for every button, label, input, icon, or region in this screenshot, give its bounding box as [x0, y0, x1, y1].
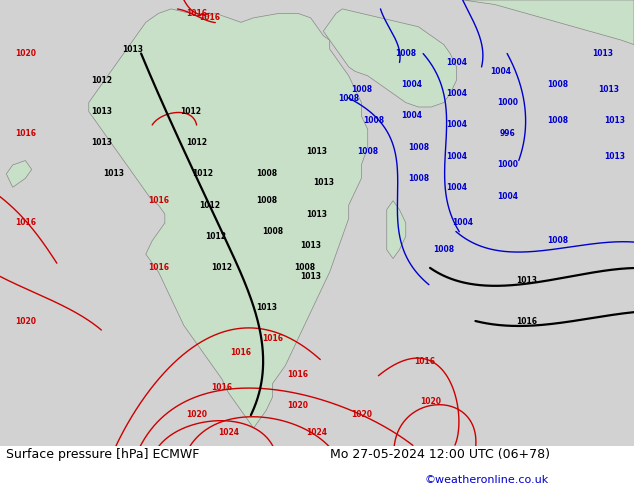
Text: 1016: 1016 — [262, 334, 283, 343]
Polygon shape — [463, 0, 634, 45]
Text: 1012: 1012 — [198, 200, 220, 210]
Text: 1020: 1020 — [15, 49, 36, 58]
Text: 1008: 1008 — [338, 94, 359, 102]
Text: 1013: 1013 — [300, 241, 321, 250]
Text: 996: 996 — [500, 129, 515, 138]
Text: 1016: 1016 — [198, 13, 220, 23]
Text: 1004: 1004 — [446, 58, 467, 67]
Text: 1012: 1012 — [211, 263, 233, 272]
Text: 1016: 1016 — [287, 370, 309, 379]
Text: 1008: 1008 — [547, 80, 569, 89]
Text: 1004: 1004 — [446, 89, 467, 98]
Text: 1013: 1013 — [515, 276, 537, 285]
Text: 1008: 1008 — [363, 116, 385, 125]
Polygon shape — [323, 9, 456, 107]
Text: 1004: 1004 — [446, 151, 467, 161]
Text: Mo 27-05-2024 12:00 UTC (06+78): Mo 27-05-2024 12:00 UTC (06+78) — [330, 447, 550, 461]
Text: 1016: 1016 — [148, 263, 169, 272]
Text: 1024: 1024 — [306, 428, 328, 437]
Text: 1013: 1013 — [306, 147, 328, 156]
Text: 1016: 1016 — [515, 317, 537, 325]
Text: 1008: 1008 — [351, 85, 372, 94]
Text: 1012: 1012 — [186, 138, 207, 147]
Text: 1008: 1008 — [547, 116, 569, 125]
Text: 1020: 1020 — [186, 410, 207, 419]
Text: 1013: 1013 — [91, 107, 112, 116]
Text: 1004: 1004 — [446, 183, 467, 192]
Text: 1004: 1004 — [446, 121, 467, 129]
Text: 1013: 1013 — [91, 138, 112, 147]
Text: ©weatheronline.co.uk: ©weatheronline.co.uk — [425, 475, 549, 485]
Text: 1000: 1000 — [496, 161, 518, 170]
Text: 1008: 1008 — [256, 170, 277, 178]
Text: 1012: 1012 — [205, 232, 226, 241]
Text: 1013: 1013 — [313, 178, 334, 187]
Text: 1016: 1016 — [15, 129, 36, 138]
Polygon shape — [89, 9, 368, 428]
Text: 1016: 1016 — [148, 196, 169, 205]
Text: 1013: 1013 — [256, 303, 277, 312]
Text: 1016: 1016 — [230, 348, 252, 357]
Text: 1020: 1020 — [287, 401, 309, 410]
Text: 1013: 1013 — [604, 116, 626, 125]
Text: 1012: 1012 — [192, 170, 214, 178]
Text: 1004: 1004 — [401, 80, 423, 89]
Text: 1013: 1013 — [103, 170, 125, 178]
Text: 1004: 1004 — [401, 111, 423, 121]
Text: 1008: 1008 — [547, 236, 569, 245]
Text: 1008: 1008 — [408, 143, 429, 151]
Text: 1008: 1008 — [433, 245, 455, 254]
Text: 1008: 1008 — [357, 147, 378, 156]
Text: 1012: 1012 — [91, 76, 112, 85]
Text: 1008: 1008 — [408, 174, 429, 183]
Text: 1020: 1020 — [420, 397, 442, 406]
Text: Surface pressure [hPa] ECMWF: Surface pressure [hPa] ECMWF — [6, 447, 200, 461]
Text: 1012: 1012 — [179, 107, 201, 116]
Text: 1016: 1016 — [186, 9, 207, 18]
Text: 1013: 1013 — [306, 210, 328, 219]
Polygon shape — [6, 161, 32, 187]
Text: 1013: 1013 — [598, 85, 619, 94]
Text: 1013: 1013 — [122, 45, 144, 53]
Text: 1008: 1008 — [262, 227, 283, 236]
Text: 1008: 1008 — [256, 196, 277, 205]
Text: 1004: 1004 — [490, 67, 512, 76]
Text: 1013: 1013 — [604, 151, 626, 161]
Text: 1020: 1020 — [15, 317, 36, 325]
Text: 1008: 1008 — [294, 263, 315, 272]
Text: 1016: 1016 — [211, 384, 233, 392]
Text: 1020: 1020 — [351, 410, 372, 419]
Text: 1013: 1013 — [300, 272, 321, 281]
Text: 1016: 1016 — [414, 357, 436, 366]
Text: 1004: 1004 — [452, 219, 474, 227]
Polygon shape — [387, 201, 406, 259]
Text: 1008: 1008 — [395, 49, 417, 58]
Text: 1004: 1004 — [496, 192, 518, 201]
Text: 1024: 1024 — [217, 428, 239, 437]
Text: 1000: 1000 — [496, 98, 518, 107]
Text: 1013: 1013 — [592, 49, 613, 58]
Text: 1016: 1016 — [15, 219, 36, 227]
